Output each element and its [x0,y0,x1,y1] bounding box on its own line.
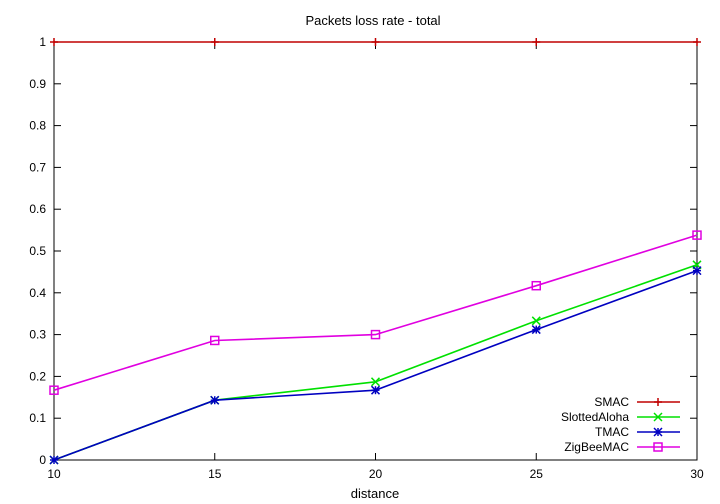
legend-marker [654,398,662,406]
y-tick-label: 0.1 [29,411,46,425]
x-tick-label: 30 [690,467,704,481]
legend-label: TMAC [595,425,629,439]
y-tick-label: 0.5 [29,244,46,258]
x-axis-label: distance [351,486,399,501]
legend-label: SMAC [594,395,629,409]
chart-title: Packets loss rate - total [305,13,440,28]
legend-label: ZigBeeMAC [564,440,629,454]
data-point [370,385,381,395]
data-point [692,266,702,276]
data-point [692,230,702,240]
x-tick-label: 25 [530,467,544,481]
y-tick-label: 0.3 [29,328,46,342]
data-point [371,38,380,46]
y-tick-label: 0.2 [29,369,46,383]
data-point [531,325,541,335]
data-point [531,316,541,326]
legend-label: SlottedAloha [561,410,629,424]
data-point [49,455,59,465]
data-point [370,329,381,340]
data-point [210,38,219,46]
legend-item: SlottedAloha [561,410,680,424]
y-tick-label: 1 [39,35,46,49]
legend-marker [653,427,663,437]
data-point [370,377,381,387]
legend-marker [653,442,663,452]
legend-marker [653,412,663,422]
series-smac [50,38,701,46]
y-tick-label: 0.9 [29,77,46,91]
y-tick-label: 0 [39,453,46,467]
axis-ticks: 0 0.1 0.2 0.3 0.4 0.5 0.6 0.7 0.8 0.9 1 10 15 20 25 30 [29,35,704,481]
data-point [531,280,541,291]
x-tick-label: 10 [47,467,61,481]
x-tick-label: 20 [369,467,383,481]
data-point [50,38,58,46]
y-tick-label: 0.4 [29,286,46,300]
x-tick-label: 15 [208,467,222,481]
legend-item: TMAC [595,425,680,439]
data-point [49,385,59,395]
y-tick-label: 0.8 [29,119,46,133]
y-tick-label: 0.7 [29,160,46,174]
legend-item: ZigBeeMAC [564,440,680,454]
data-point [693,38,701,46]
series-tmac [49,266,702,465]
y-tick-label: 0.6 [29,202,46,216]
series-lines [49,38,702,465]
legend-item: SMAC [594,395,680,409]
series-zigbeemac [49,230,702,395]
data-point [532,38,541,46]
data-point [210,395,220,405]
series-line [53,234,698,391]
data-point [210,335,220,346]
